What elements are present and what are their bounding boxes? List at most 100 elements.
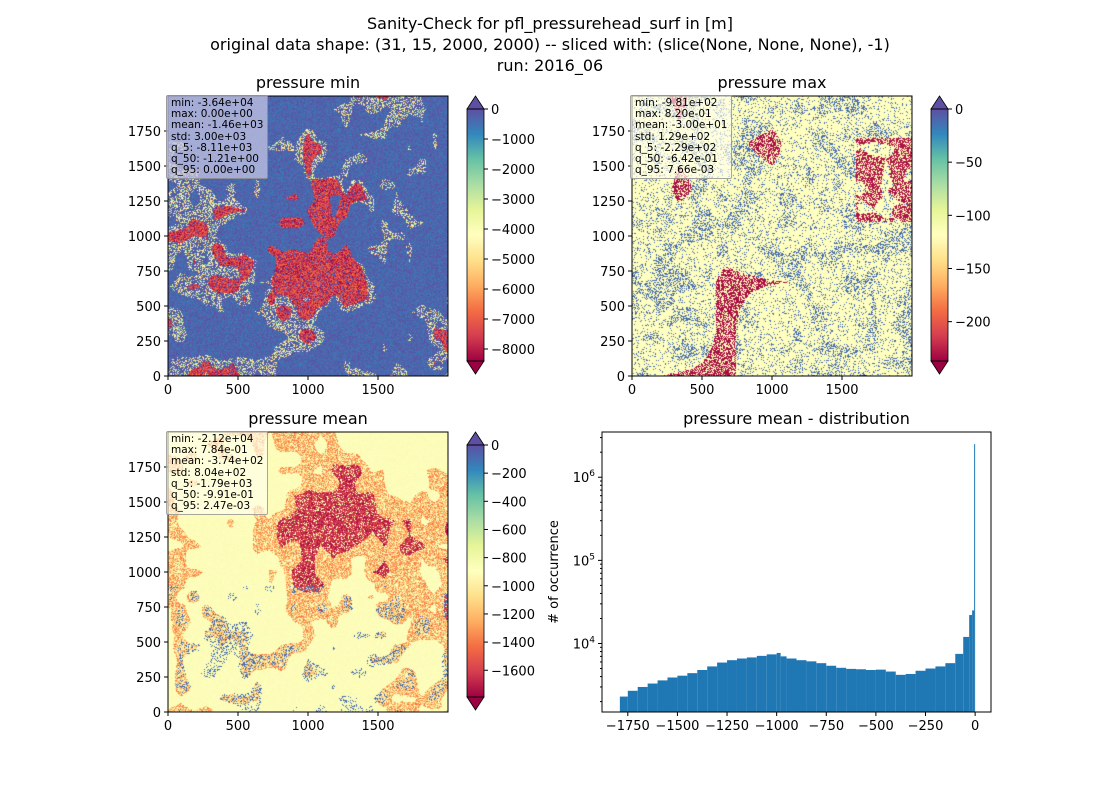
y-tick-label: 1000 (128, 230, 161, 245)
stats-box: min: -2.12e+04 max: 7.84e-01 mean: -3.74e+… (166, 431, 269, 516)
y-tick-label: 1750 (592, 125, 625, 140)
colorbar-extend-max (466, 95, 485, 110)
colorbar-tick-label: −2000 (491, 163, 535, 178)
y-tick-label: 0 (617, 370, 625, 385)
stats-box: min: -9.81e+02 max: 8.20e-01 mean: -3.00e+… (630, 95, 733, 180)
colorbar-frame (930, 108, 949, 362)
histogram-bar (667, 677, 678, 712)
histogram-bar (736, 658, 747, 712)
stats-line: q_50: -6.42e-01 (635, 153, 718, 166)
y-tick-label: 250 (136, 671, 161, 686)
histogram-bar (969, 615, 973, 712)
histogram-bar (776, 652, 781, 712)
histogram-bar (647, 683, 658, 712)
y-tick-label: 1250 (592, 195, 625, 210)
histogram-bar (875, 669, 886, 712)
histogram-bar (756, 655, 767, 712)
histogram-panel: pressure mean - distribution −1750 −1500 −1… (547, 409, 992, 734)
y-tick-label: 1250 (128, 531, 161, 546)
colorbar-frame (466, 444, 485, 698)
colorbar-tick-label: −100 (955, 209, 991, 224)
y-tick-label: 105 (573, 552, 595, 569)
colorbar-tick-label: −3000 (491, 193, 535, 208)
histogram-bar (627, 690, 638, 712)
panel-title: pressure min (256, 73, 360, 92)
x-tick-label: 500 (226, 719, 251, 734)
colorbar-tick-label: −200 (955, 316, 991, 331)
x-tick-label: −750 (808, 719, 844, 734)
colorbar-tick-label: −1200 (491, 608, 535, 623)
colorbar-gradient (467, 445, 484, 697)
colorbar-extend-max (466, 431, 485, 446)
x-tick-label: 1000 (755, 383, 788, 398)
histogram-bar (806, 661, 817, 712)
histogram-bar (846, 668, 857, 712)
y-axis-label: # of occurrence (547, 520, 562, 624)
colorbar-tick-label: −1400 (491, 636, 535, 651)
heatmap-panel: pressure mean 0 500 1000 1500 0 250 500 750 1000 1… (128, 409, 535, 734)
colorbar-extend-min (466, 360, 485, 375)
y-tick-label: 750 (136, 601, 161, 616)
stats-line: q_50: -9.91e-01 (171, 489, 254, 502)
stats-line: mean: -3.00e+01 (635, 119, 728, 132)
stats-line: max: 8.20e-01 (635, 108, 712, 121)
colorbar-tick-label: 0 (955, 103, 963, 118)
x-tick-label: 0 (628, 383, 636, 398)
figure-title-line-3: run: 2016_06 (496, 56, 604, 75)
histogram-bar (786, 658, 797, 712)
stats-line: mean: -3.74e+02 (171, 455, 264, 468)
x-tick-label: −1000 (755, 719, 799, 734)
histogram-bar (925, 668, 936, 712)
y-tick-label: 1500 (128, 160, 161, 175)
histogram-bar (707, 666, 718, 712)
colorbar-tick-label: −1600 (491, 664, 535, 679)
histogram-bar (687, 673, 698, 712)
stats-box: min: -3.64e+04 max: 0.00e+00 mean: -1.46e+… (166, 95, 269, 180)
colorbar-tick-label: −150 (955, 262, 991, 277)
y-tick-label: 750 (136, 265, 161, 280)
histogram-bar (865, 670, 876, 712)
figure-title-line-1: Sanity-Check for pfl_pressurehead_surf i… (367, 14, 733, 33)
stats-line: min: -3.64e+04 (171, 97, 254, 109)
colorbar-tick-label: 0 (491, 439, 499, 454)
x-tick-label: 0 (164, 719, 172, 734)
y-tick-label: 1750 (128, 461, 161, 476)
y-tick-label: 500 (136, 636, 161, 651)
y-tick-label: 750 (600, 265, 625, 280)
y-tick-label: 0 (153, 706, 161, 721)
y-tick-label: 1000 (128, 566, 161, 581)
colorbar-gradient (931, 109, 948, 361)
x-tick-label: 1000 (291, 383, 324, 398)
histogram-bar (697, 670, 708, 712)
stats-line: q_5: -8.11e+03 (171, 141, 253, 154)
histogram-bar (895, 674, 906, 712)
colorbar-tick-label: −1000 (491, 133, 535, 148)
histogram-bar (972, 610, 975, 712)
histogram-bar (746, 657, 757, 712)
stats-line: mean: -1.46e+03 (171, 119, 264, 132)
y-tick-label: 1000 (592, 230, 625, 245)
x-tick-label: −1250 (705, 719, 749, 734)
heatmap-panel: pressure min 0 500 1000 1500 0 250 500 750 1000 12… (128, 73, 535, 398)
histogram-bar (885, 671, 896, 712)
histogram-bar (657, 680, 668, 712)
histogram-bar (677, 675, 688, 712)
colorbar-tick-label: −200 (491, 467, 527, 482)
x-tick-label: −250 (908, 719, 944, 734)
colorbar-tick-label: −7000 (491, 313, 535, 328)
stats-line: q_50: -1.21e+00 (171, 153, 259, 166)
histogram-bar (836, 667, 847, 712)
histogram-bar (856, 669, 866, 712)
x-tick-label: 500 (226, 383, 251, 398)
colorbar-extend-min (930, 360, 949, 375)
y-tick-label: 1500 (128, 496, 161, 511)
y-tick-label: 1750 (128, 125, 161, 140)
colorbar-tick-label: −800 (491, 552, 527, 567)
x-tick-label: −500 (858, 719, 894, 734)
histogram-bar (935, 666, 946, 712)
colorbar-tick-label: −50 (955, 156, 982, 171)
x-tick-label: −1750 (606, 719, 650, 734)
colorbar-extend-min (466, 696, 485, 711)
colorbar-tick-label: −8000 (491, 343, 535, 358)
